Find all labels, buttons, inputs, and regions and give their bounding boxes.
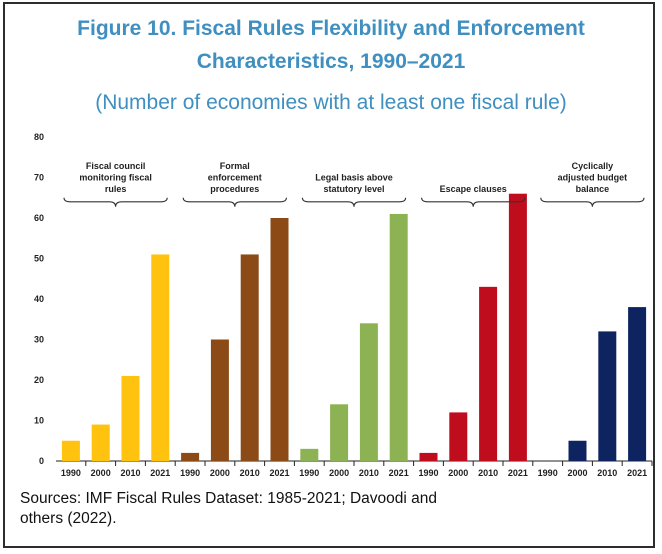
group-annotation: statutory level bbox=[323, 184, 384, 194]
x-tick-label: 1990 bbox=[180, 468, 200, 478]
group-brace bbox=[63, 197, 168, 207]
source-note: Sources: IMF Fiscal Rules Dataset: 1985-… bbox=[20, 489, 630, 529]
x-tick-label: 2010 bbox=[597, 468, 617, 478]
bar bbox=[359, 323, 378, 461]
x-tick-label: 1990 bbox=[418, 468, 438, 478]
bar bbox=[210, 339, 229, 461]
x-tick-label: 2021 bbox=[269, 468, 289, 478]
group-annotation: procedures bbox=[210, 184, 259, 194]
group-annotation: adjusted budget bbox=[558, 172, 628, 182]
x-tick-label: 2000 bbox=[448, 468, 468, 478]
bar bbox=[508, 193, 527, 461]
y-tick-label: 20 bbox=[34, 375, 44, 385]
group-annotation: Escape clauses bbox=[440, 184, 507, 194]
y-tick-label: 60 bbox=[34, 213, 44, 223]
bar bbox=[151, 254, 170, 461]
group-brace bbox=[540, 197, 645, 207]
bar bbox=[181, 452, 200, 461]
x-tick-label: 2021 bbox=[627, 468, 647, 478]
x-tick-label: 2010 bbox=[120, 468, 140, 478]
bar bbox=[91, 424, 110, 461]
x-tick-label: 1990 bbox=[299, 468, 319, 478]
y-tick-label: 40 bbox=[34, 294, 44, 304]
x-tick-label: 2021 bbox=[389, 468, 409, 478]
bar bbox=[61, 440, 80, 461]
bar bbox=[121, 375, 140, 461]
group-annotation: Legal basis above bbox=[315, 172, 393, 182]
bar bbox=[389, 213, 408, 461]
bar bbox=[330, 404, 349, 461]
figure-title-line-2: Characteristics, 1990–2021 bbox=[196, 50, 466, 73]
bar bbox=[598, 331, 617, 461]
x-tick-label: 2000 bbox=[210, 468, 230, 478]
x-tick-label: 2010 bbox=[478, 468, 498, 478]
y-tick-label: 80 bbox=[34, 132, 44, 142]
group-annotation: Fiscal council bbox=[86, 161, 146, 171]
bar bbox=[479, 286, 498, 461]
x-tick-label: 1990 bbox=[61, 468, 81, 478]
y-tick-label: 10 bbox=[34, 416, 44, 426]
y-tick-label: 70 bbox=[34, 173, 44, 183]
group-brace bbox=[421, 197, 526, 207]
bar bbox=[240, 254, 259, 461]
x-tick-label: 2000 bbox=[567, 468, 587, 478]
bar bbox=[449, 412, 468, 461]
source-line-2: others (2022). bbox=[20, 510, 117, 527]
bar-chart: 0 10 20 30 40 50 60 70 80 1990 2000 2010 2021 Fiscal … bbox=[34, 132, 653, 478]
bar bbox=[628, 307, 647, 461]
x-tick-label: 2000 bbox=[91, 468, 111, 478]
source-line-1: Sources: IMF Fiscal Rules Dataset: 1985-… bbox=[20, 490, 437, 507]
figure-title-line-1: Figure 10. Fiscal Rules Flexibility and … bbox=[77, 17, 585, 40]
y-tick-label: 0 bbox=[39, 456, 44, 466]
y-tick-label: 30 bbox=[34, 335, 44, 345]
bar bbox=[270, 218, 289, 461]
group-annotation: rules bbox=[105, 184, 127, 194]
x-tick-label: 2010 bbox=[359, 468, 379, 478]
x-tick-label: 2000 bbox=[329, 468, 349, 478]
bar bbox=[419, 452, 438, 461]
bar bbox=[300, 448, 319, 461]
x-tick-label: 1990 bbox=[538, 468, 558, 478]
group-brace bbox=[182, 197, 287, 207]
y-tick-label: 50 bbox=[34, 254, 44, 264]
group-annotation: monitoring fiscal bbox=[79, 172, 152, 182]
figure-subtitle: (Number of economies with at least one f… bbox=[95, 91, 567, 114]
group-annotation: balance bbox=[576, 184, 610, 194]
x-tick-label: 2021 bbox=[508, 468, 528, 478]
bar bbox=[568, 440, 587, 461]
x-tick-label: 2021 bbox=[150, 468, 170, 478]
group-annotation: Cyclically bbox=[572, 161, 614, 171]
group-brace bbox=[301, 197, 407, 207]
group-annotation: enforcement bbox=[208, 172, 262, 182]
group-annotation: Formal bbox=[220, 161, 250, 171]
x-tick-label: 2010 bbox=[240, 468, 260, 478]
figure-frame bbox=[3, 2, 655, 548]
